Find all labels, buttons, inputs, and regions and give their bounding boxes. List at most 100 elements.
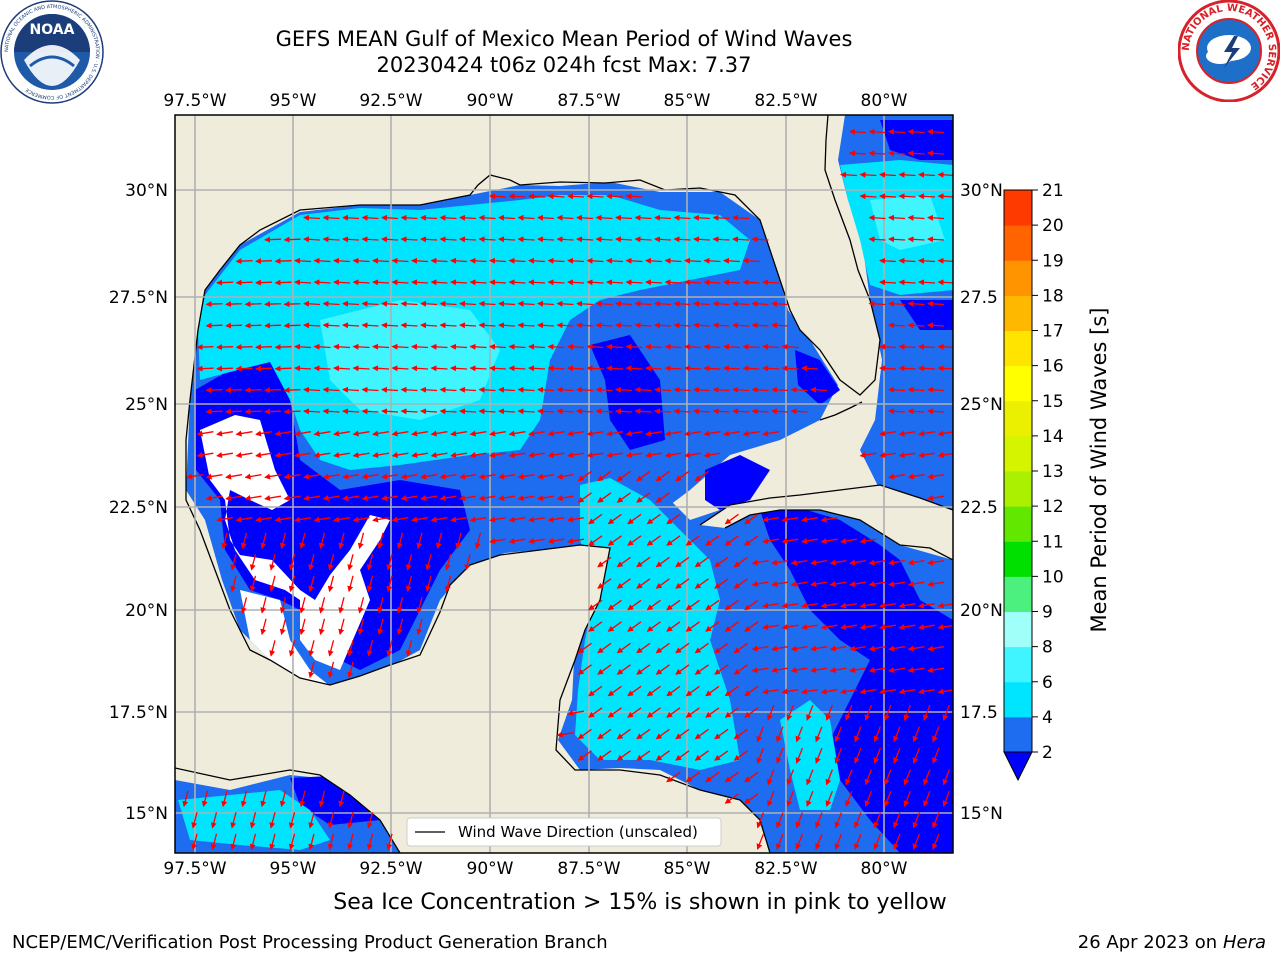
- wind-arrow: [420, 300, 438, 307]
- wind-arrow: [820, 624, 838, 630]
- wind-arrow: [705, 599, 720, 611]
- wind-arrow: [308, 661, 315, 679]
- wind-arrow: [416, 618, 423, 636]
- wind-arrow: [898, 624, 916, 630]
- wind-arrow: [675, 642, 690, 654]
- wind-arrow: [801, 365, 819, 372]
- colorbar-tick-label: 4: [1042, 708, 1053, 728]
- low-period-atlantic-2: [900, 300, 953, 330]
- wind-arrow: [859, 602, 877, 609]
- wind-arrow: [684, 452, 702, 458]
- wind-arrow: [675, 750, 690, 761]
- wind-arrow: [342, 408, 360, 415]
- wind-arrow: [845, 790, 853, 807]
- wind-arrow: [225, 473, 243, 480]
- wind-arrow: [762, 516, 780, 523]
- colorbar-tick-label: 16: [1042, 357, 1064, 377]
- wind-arrow: [517, 236, 535, 243]
- wind-arrow: [556, 300, 574, 307]
- wind-arrow: [381, 386, 399, 393]
- wind-arrow: [703, 452, 721, 458]
- wind-arrow: [274, 430, 292, 437]
- lat-label: 27.5°N: [109, 288, 168, 308]
- wind-arrow: [655, 664, 670, 675]
- wind-arrow: [567, 710, 585, 716]
- wind-arrow: [673, 386, 691, 393]
- wind-arrow: [244, 495, 262, 501]
- wind-arrow: [255, 279, 273, 286]
- wind-arrow: [420, 322, 438, 329]
- wind-arrow: [724, 535, 739, 546]
- wind-arrow: [588, 535, 603, 546]
- wind-arrow: [645, 279, 663, 286]
- wind-arrow: [751, 645, 769, 652]
- wind-arrow: [742, 257, 760, 264]
- wind-arrow: [338, 618, 345, 636]
- wind-arrow: [776, 833, 784, 850]
- wind-arrow: [450, 279, 468, 286]
- wind-arrow: [615, 408, 633, 415]
- wind-arrow: [216, 344, 234, 351]
- wind-arrow: [586, 279, 604, 286]
- wind-arrow: [216, 279, 234, 286]
- wind-arrow: [576, 300, 594, 307]
- wind-arrow: [742, 343, 760, 350]
- wind-arrow: [733, 750, 748, 761]
- wind-arrow: [616, 642, 631, 654]
- wind-arrow: [673, 300, 691, 307]
- wind-arrow: [927, 645, 945, 652]
- wind-arrow: [269, 640, 276, 657]
- wind-arrow: [322, 300, 340, 307]
- wind-arrow: [498, 408, 516, 415]
- low-period-caribbean: [760, 508, 953, 853]
- colorbar-tick-label: 15: [1042, 392, 1064, 412]
- wind-arrow: [294, 279, 312, 286]
- wind-arrow: [756, 812, 765, 829]
- wind-arrow: [576, 386, 594, 393]
- wind-arrow: [923, 769, 931, 786]
- wind-arrow: [352, 257, 370, 264]
- wind-arrow: [303, 473, 321, 480]
- wind-arrow: [673, 236, 691, 243]
- wind-arrow: [279, 618, 287, 636]
- wind-arrow: [666, 535, 681, 546]
- wind-arrow: [288, 575, 296, 593]
- wind-arrow: [391, 365, 409, 372]
- wind-arrow: [556, 214, 574, 221]
- wind-arrow: [347, 640, 354, 657]
- wind-arrow: [607, 707, 622, 718]
- wind-arrow: [547, 193, 565, 200]
- wind-arrow: [439, 300, 457, 307]
- wind-arrow: [269, 554, 276, 571]
- wind-arrow: [912, 726, 921, 743]
- wind-arrow: [469, 343, 487, 350]
- map-frame: [174, 114, 954, 854]
- wind-arrow: [361, 495, 379, 501]
- wind-arrow: [381, 236, 399, 243]
- wind-arrow: [430, 430, 448, 437]
- wind-arrow: [249, 833, 257, 851]
- wind-arrow: [333, 452, 351, 458]
- footer-date-text: 26 Apr 2023 on: [1077, 932, 1218, 953]
- wind-arrow: [744, 707, 759, 718]
- wind-arrow: [537, 473, 555, 480]
- wind-arrow: [879, 624, 897, 630]
- wind-arrow: [517, 473, 535, 480]
- wind-arrow: [294, 452, 312, 458]
- wind-arrow: [781, 624, 799, 630]
- wind-arrow: [255, 365, 273, 372]
- wind-arrow: [636, 642, 651, 654]
- wind-arrow: [556, 408, 574, 415]
- wind-arrow: [508, 452, 526, 458]
- wind-arrow: [235, 452, 253, 458]
- wind-arrow: [597, 728, 612, 740]
- wind-arrow: [927, 495, 945, 501]
- wind-arrow: [372, 365, 390, 372]
- colorbar-bin: [1004, 541, 1032, 577]
- wind-arrow: [556, 322, 574, 329]
- wind-arrow: [240, 532, 248, 550]
- wind-arrow: [411, 452, 429, 458]
- wind-arrow: [868, 214, 886, 221]
- wind-arrow: [907, 150, 925, 157]
- wind-arrow: [327, 661, 335, 679]
